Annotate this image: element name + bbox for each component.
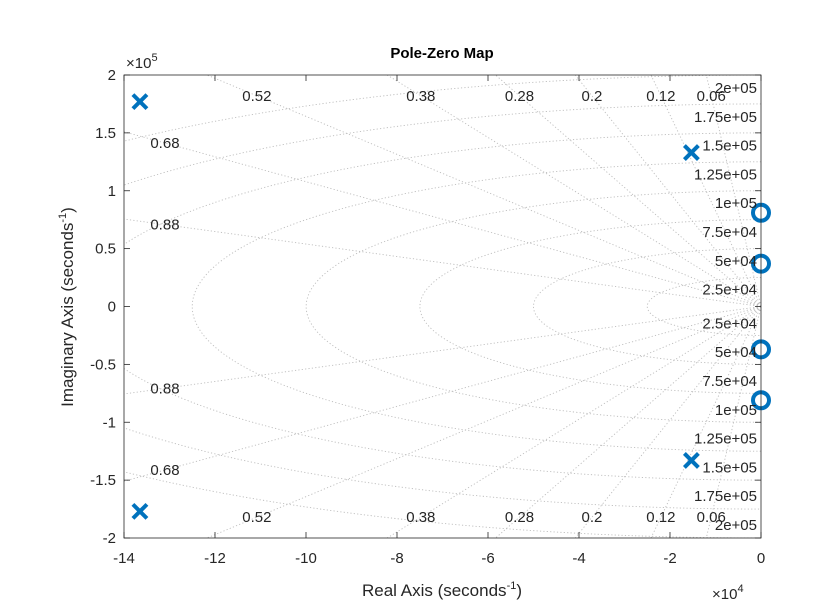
frequency-label: 2e+05 [715,80,757,97]
damping-label: 0.38 [406,88,435,105]
frequency-circle [646,277,761,336]
y-tick-label: -1.5 [90,472,116,489]
frequency-label: 7.5e+04 [702,373,757,390]
y-axis-multiplier: ×105 [126,52,158,72]
damping-line [205,306,761,538]
damping-label: 0.68 [150,135,179,152]
frequency-label: 2e+05 [715,517,757,534]
damping-line [705,75,761,307]
x-tick-label: -10 [295,550,317,567]
damping-label: 0.52 [242,509,271,526]
x-tick-label: -4 [572,550,585,567]
damping-label: 0.06 [697,509,726,526]
damping-line [124,131,761,307]
y-axis-label: Imaginary Axis (seconds-1) [57,207,77,407]
frequency-label: 2.5e+04 [702,282,757,299]
damping-label: 0.2 [582,88,603,105]
axis-ticks: -14 -12 -10 -8 -6 -4 -2 0 2 1.5 1 0.5 0 -0.5 -1 -1.5 -2 [90,67,765,567]
frequency-label: 5e+04 [715,344,757,361]
damping-label: 0.52 [242,88,271,105]
x-tick-label: -12 [204,550,226,567]
damping-line [494,306,761,538]
pole-marker [682,452,700,469]
damping-label: 0.88 [150,380,179,397]
pole-marker [131,93,149,111]
damping-label: 0.88 [150,217,179,234]
y-tick-label: 1 [108,183,116,200]
frequency-label: 5e+04 [715,253,757,270]
plot-area [124,75,761,538]
frequency-label: 2.5e+04 [702,315,757,332]
sgrid [124,75,761,538]
damping-label: 0.38 [406,509,435,526]
y-tick-label: 1.5 [95,125,116,142]
frequency-circle [124,75,761,538]
frequency-label: 1.75e+05 [694,109,757,126]
damping-label: 0.12 [646,509,675,526]
damping-line [574,306,761,538]
frequency-label: 7.5e+04 [702,224,757,241]
damping-line [574,75,761,307]
damping-label: 0.28 [505,509,534,526]
damping-line [124,306,761,395]
y-tick-label: -2 [103,530,116,547]
sgrid-labels: 0.52 0.52 0.38 0.38 0.28 0.28 0.2 0.2 0.12 0.12 0.… [150,80,757,534]
damping-label: 0.06 [697,88,726,105]
y-tick-label: -0.5 [90,356,116,373]
damping-line [650,306,761,538]
damping-line [650,75,761,307]
y-tick-label: 0 [108,299,116,316]
y-tick-label: -1 [103,414,116,431]
frequency-label: 1.75e+05 [694,488,757,505]
damping-label: 0.2 [582,509,603,526]
y-tick-label: 2 [108,67,116,84]
x-axis-multiplier: ×104 [712,583,744,603]
damping-line [705,306,761,538]
x-tick-label: -14 [113,550,135,567]
frequency-label: 1.25e+05 [694,166,757,183]
damping-line [386,75,761,307]
pole-marker [131,502,149,520]
frequency-label: 1e+05 [715,195,757,212]
x-tick-label: -2 [663,550,676,567]
frequency-label: 1.5e+05 [702,459,757,476]
damping-label: 0.28 [505,88,534,105]
frequency-label: 1.25e+05 [694,431,757,448]
frequency-label: 1.5e+05 [702,138,757,155]
y-tick-label: 0.5 [95,241,116,258]
frequency-circle [533,248,761,365]
damping-label: 0.68 [150,462,179,479]
damping-line [494,75,761,307]
pole-marker [682,144,700,161]
damping-line [124,218,761,307]
x-axis-label: Real Axis (seconds-1) [362,580,522,600]
damping-label: 0.12 [646,88,675,105]
frequency-circle [305,190,761,423]
damping-line [124,306,761,482]
chart-title: Pole-Zero Map [390,45,493,62]
damping-line [386,306,761,538]
frequency-circle [124,132,761,481]
x-tick-label: -8 [390,550,403,567]
x-tick-label: -6 [481,550,494,567]
damping-line [205,75,761,307]
x-tick-label: 0 [757,550,765,567]
frequency-label: 1e+05 [715,402,757,419]
